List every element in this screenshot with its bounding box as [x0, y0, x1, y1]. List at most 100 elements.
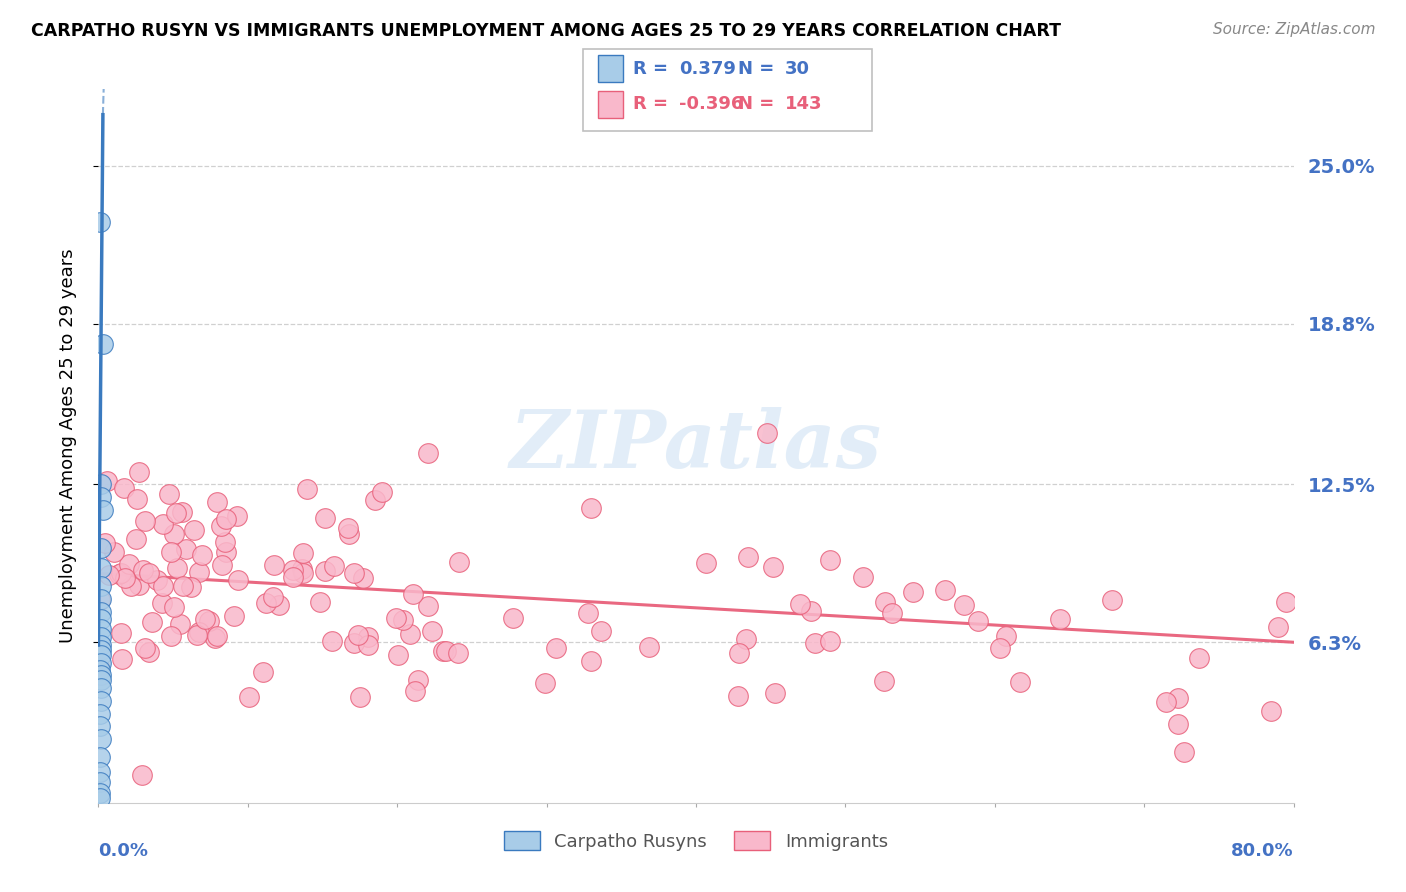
Point	[120, 579, 142, 593]
Point	[432, 644, 454, 658]
Y-axis label: Unemployment Among Ages 25 to 29 years: Unemployment Among Ages 25 to 29 years	[59, 249, 77, 643]
Point	[967, 615, 990, 629]
Point	[763, 686, 786, 700]
Point	[995, 629, 1018, 643]
Point	[211, 558, 233, 572]
Point	[880, 606, 903, 620]
Point	[1260, 704, 1282, 718]
Point	[357, 631, 380, 645]
Point	[134, 514, 156, 528]
Point	[534, 675, 557, 690]
Point	[337, 526, 360, 541]
Point	[90, 579, 112, 593]
Point	[141, 615, 163, 630]
Point	[267, 599, 290, 613]
Point	[205, 494, 228, 508]
Point	[988, 641, 1011, 656]
Point	[89, 765, 111, 780]
Point	[128, 578, 150, 592]
Point	[152, 579, 174, 593]
Point	[875, 595, 897, 609]
Point	[150, 596, 173, 610]
Point	[204, 631, 226, 645]
Point	[90, 638, 112, 652]
Point	[131, 563, 153, 577]
Point	[226, 508, 249, 523]
Text: CARPATHO RUSYN VS IMMIGRANTS UNEMPLOYMENT AMONG AGES 25 TO 29 YEARS CORRELATION : CARPATHO RUSYN VS IMMIGRANTS UNEMPLOYMEN…	[31, 22, 1062, 40]
Point	[392, 613, 415, 627]
Point	[172, 579, 194, 593]
Point	[357, 638, 380, 652]
Point	[434, 644, 457, 658]
Point	[90, 681, 112, 695]
Point	[402, 587, 425, 601]
Point	[125, 492, 148, 507]
Point	[346, 627, 368, 641]
Point	[337, 521, 360, 535]
Point	[762, 560, 785, 574]
Point	[1010, 675, 1032, 690]
Point	[89, 215, 111, 229]
Point	[97, 567, 120, 582]
Point	[180, 580, 202, 594]
Point	[1188, 650, 1211, 665]
Point	[110, 625, 132, 640]
Point	[546, 640, 568, 655]
Text: R =: R =	[633, 60, 668, 78]
Point	[406, 673, 429, 688]
Point	[256, 596, 278, 610]
Point	[90, 656, 112, 670]
Text: Source: ZipAtlas.com: Source: ZipAtlas.com	[1212, 22, 1375, 37]
Text: 0.0%: 0.0%	[98, 842, 149, 860]
Point	[800, 604, 823, 618]
Text: R =: R =	[633, 95, 668, 113]
Point	[343, 635, 366, 649]
Point	[291, 562, 314, 576]
Point	[314, 564, 336, 578]
Point	[252, 665, 274, 679]
Point	[502, 611, 524, 625]
Text: N =: N =	[738, 95, 775, 113]
Point	[166, 561, 188, 575]
Point	[170, 505, 193, 519]
Point	[934, 582, 956, 597]
Point	[89, 786, 111, 800]
Point	[789, 597, 811, 611]
Point	[576, 606, 599, 620]
Point	[449, 555, 471, 569]
Point	[90, 477, 112, 491]
Point	[209, 519, 232, 533]
Point	[901, 585, 924, 599]
Point	[152, 517, 174, 532]
Point	[146, 574, 169, 588]
Point	[263, 558, 285, 572]
Text: 0.379: 0.379	[679, 60, 735, 78]
Point	[90, 643, 112, 657]
Point	[292, 566, 315, 580]
Point	[90, 648, 112, 662]
Point	[89, 775, 111, 789]
Point	[364, 493, 387, 508]
Point	[579, 500, 602, 515]
Point	[416, 599, 439, 613]
Point	[262, 590, 284, 604]
Point	[818, 634, 841, 648]
Point	[90, 623, 112, 637]
Point	[214, 534, 236, 549]
Point	[343, 566, 366, 580]
Point	[89, 719, 111, 733]
Point	[89, 659, 111, 673]
Point	[384, 611, 406, 625]
Point	[131, 767, 153, 781]
Point	[91, 337, 114, 351]
Text: 143: 143	[785, 95, 823, 113]
Point	[90, 605, 112, 619]
Point	[110, 566, 132, 581]
Point	[187, 565, 209, 579]
Point	[349, 690, 371, 704]
Point	[371, 484, 394, 499]
Point	[114, 571, 136, 585]
Point	[404, 683, 426, 698]
Point	[314, 511, 336, 525]
Point	[103, 545, 125, 559]
